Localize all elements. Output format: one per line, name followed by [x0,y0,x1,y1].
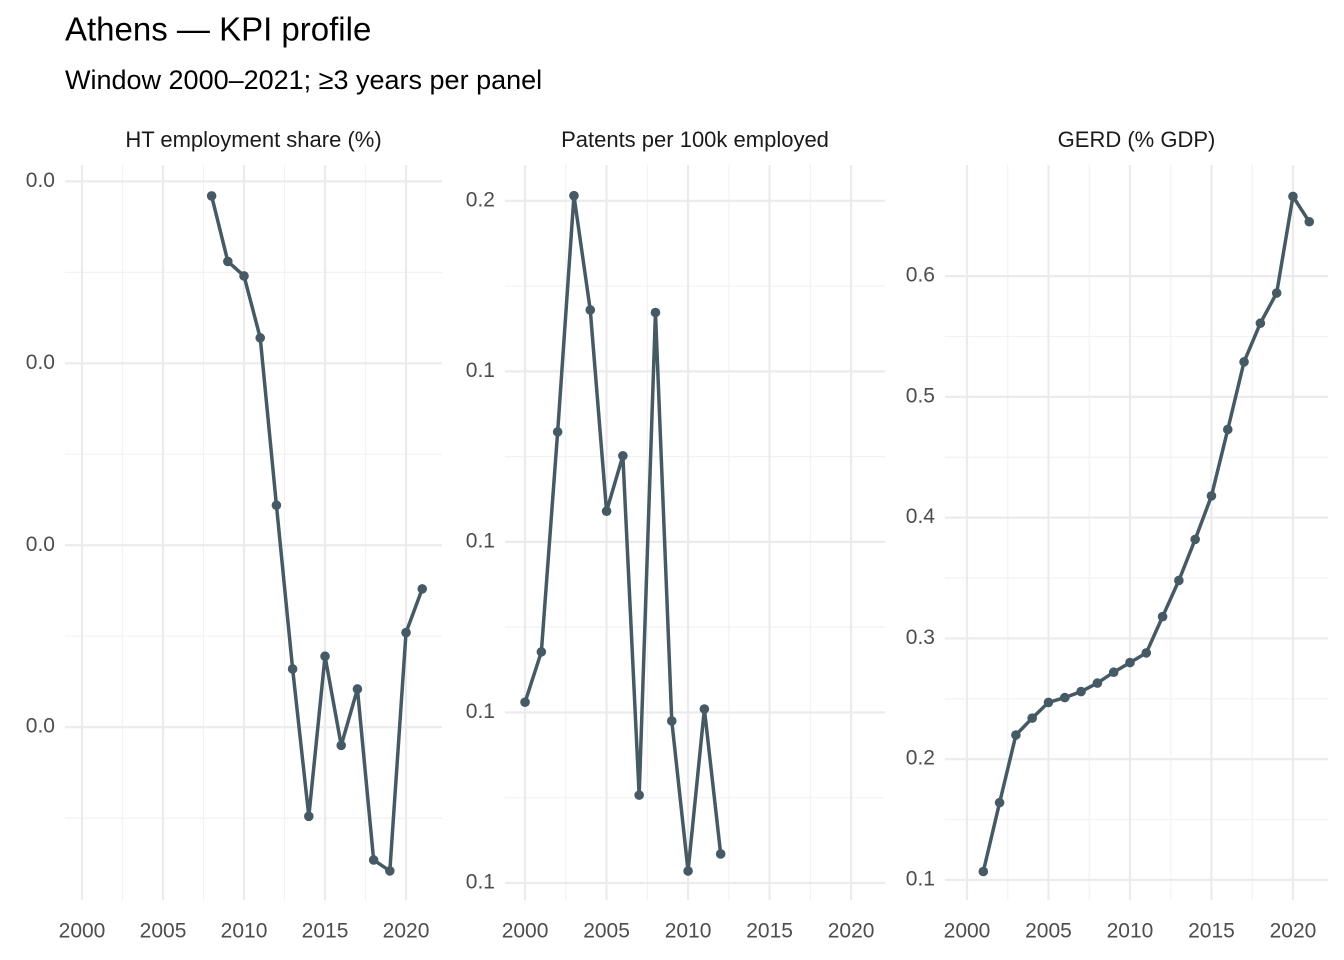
data-point [1239,357,1249,367]
data-point [1190,534,1200,545]
y-tick-label: 0.4 [906,505,936,528]
data-point [634,790,644,800]
x-tick-label: 2020 [383,920,430,943]
y-tick-label: 0.0 [26,533,55,556]
data-point [1011,730,1021,740]
data-point [994,797,1005,808]
x-tick-label: 2015 [1188,920,1235,943]
data-point [352,684,363,694]
data-point [666,716,677,726]
x-tick-label: 2000 [59,920,106,943]
data-point [715,849,726,859]
series-line [523,193,723,873]
chart-subtitle: Window 2000–2021; ≥3 years per panel [65,65,542,95]
data-point [1255,318,1266,329]
data-point [1304,216,1315,227]
panel-title: GERD (% GDP) [1058,127,1216,152]
panel-title: HT employment share (%) [125,127,381,152]
data-point [368,855,379,865]
x-tick-label: 2005 [1025,920,1072,943]
data-point [683,866,693,876]
data-point [255,333,266,343]
x-tick-label: 2010 [221,920,268,943]
data-point [618,450,628,461]
data-point [385,866,395,876]
data-point [1157,611,1168,622]
data-point [552,427,563,437]
y-tick-label: 0.0 [26,351,55,374]
x-tick-label: 2010 [665,920,712,943]
y-tick-label: 0.2 [466,188,495,211]
data-point [601,506,612,516]
data-point [585,305,596,315]
data-point [1059,692,1070,703]
panel-title: Patents per 100k employed [561,127,829,152]
data-point [1092,678,1103,688]
data-point [1027,713,1037,723]
x-tick-label: 2010 [1107,920,1154,943]
data-point [239,271,249,281]
y-tick-label: 0.5 [906,384,935,407]
data-point [978,866,989,877]
x-tick-label: 2005 [140,920,187,943]
data-point [536,647,547,657]
x-tick-label: 2020 [1270,920,1317,943]
series-line [981,194,1311,872]
y-tick-label: 0.2 [906,747,935,770]
y-tick-label: 0.1 [906,867,935,890]
data-point [1125,657,1135,668]
chart-title: Athens — KPI profile [65,11,371,48]
x-tick-label: 2015 [302,920,349,943]
data-point [271,500,282,511]
data-point [1043,697,1054,708]
data-point [1288,191,1298,202]
y-tick-label: 0.3 [906,626,935,649]
x-tick-label: 2000 [502,920,549,943]
data-point [699,704,710,714]
x-tick-label: 2020 [828,920,875,943]
data-point [1108,667,1119,678]
y-tick-label: 0.0 [26,169,55,192]
y-tick-label: 0.1 [466,359,495,382]
x-tick-label: 2005 [583,920,630,943]
x-tick-label: 2000 [944,920,991,943]
data-point [336,740,347,751]
data-point [569,190,579,201]
data-point [1206,491,1217,501]
data-point [320,651,330,662]
data-point [520,697,530,707]
data-point [1222,424,1233,435]
data-point [1271,288,1282,298]
data-point [223,256,233,267]
y-tick-label: 0.6 [906,264,935,287]
data-point [287,664,298,674]
x-tick-label: 2015 [746,920,793,943]
data-point [304,811,314,822]
y-tick-label: 0.0 [26,715,55,738]
data-point [1076,686,1086,697]
data-point [1141,648,1152,658]
data-point [401,627,411,638]
y-tick-label: 0.1 [466,700,495,723]
data-point [417,584,428,594]
y-tick-label: 0.1 [466,529,495,552]
data-point [206,191,217,201]
data-point [1174,575,1184,586]
data-point [650,307,661,318]
y-tick-label: 0.1 [466,870,495,893]
